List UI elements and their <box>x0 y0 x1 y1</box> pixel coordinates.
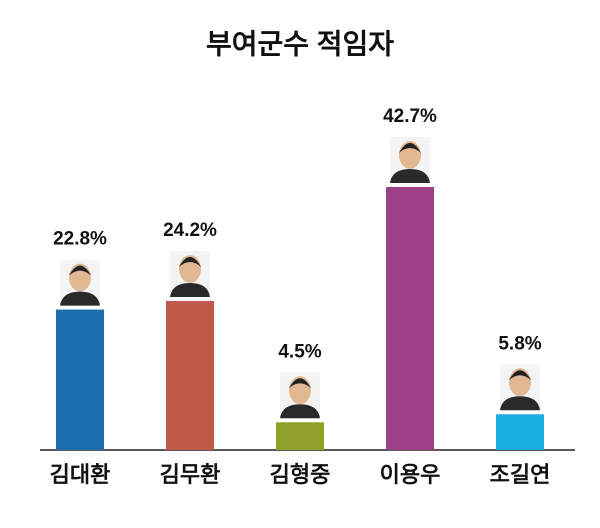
value-label: 42.7% <box>383 106 437 127</box>
bar <box>496 414 544 450</box>
photo-body <box>170 282 210 297</box>
photo-hair <box>69 265 91 276</box>
photo-hair <box>399 143 421 153</box>
value-label: 5.8% <box>498 333 541 354</box>
value-label: 4.5% <box>278 341 321 362</box>
bar <box>166 300 214 450</box>
x-tick-label: 이용우 <box>380 462 441 487</box>
chart-title: 부여군수 적임자 <box>206 28 394 59</box>
photo-hair <box>179 256 201 267</box>
photo-body <box>500 396 540 411</box>
photo-body <box>280 404 320 419</box>
photo-body <box>60 291 100 306</box>
photo-hair <box>289 378 311 389</box>
bar <box>276 422 324 450</box>
photo-hair <box>509 370 531 381</box>
x-tick-label: 김대환 <box>50 462 111 487</box>
x-tick-label: 김형중 <box>270 462 331 487</box>
x-tick-label: 김무환 <box>160 462 221 487</box>
value-label: 24.2% <box>163 220 217 241</box>
x-tick-label: 조길연 <box>490 462 551 487</box>
photo-body <box>390 169 430 183</box>
bar <box>386 187 434 450</box>
value-label: 22.8% <box>53 229 107 250</box>
bar <box>56 309 104 450</box>
